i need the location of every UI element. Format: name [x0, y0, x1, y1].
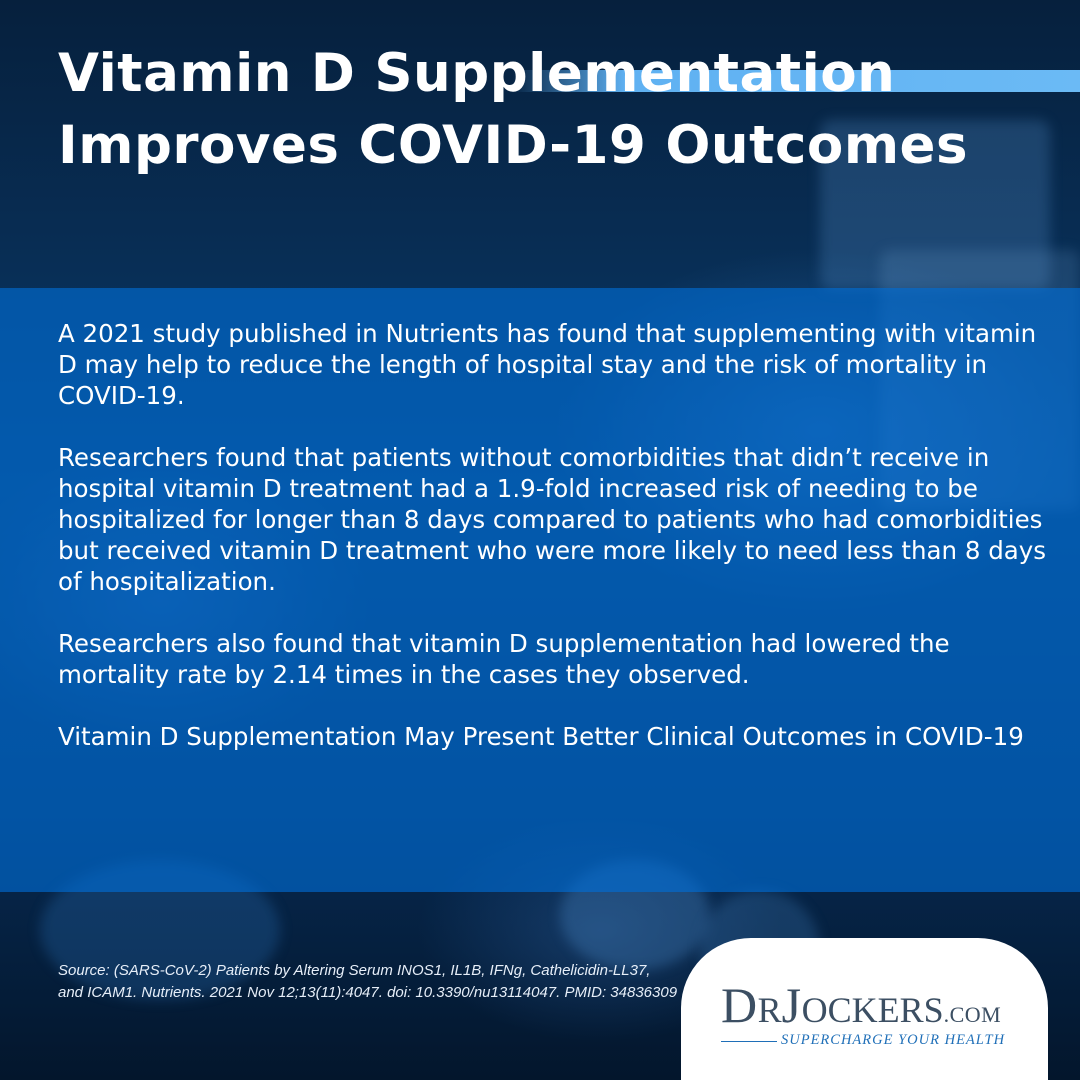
page-title: Vitamin D Supplementation Improves COVID… — [58, 43, 969, 176]
logo-card: DRJOCKERS.COM SUPERCHARGE YOUR HEALTH — [681, 938, 1048, 1080]
content-panel — [0, 288, 1080, 892]
logo-letter: R — [757, 990, 782, 1030]
paragraph: Researchers also found that vitamin D su… — [58, 629, 950, 689]
logo-letter: J — [781, 977, 802, 1033]
tagline-rule — [721, 1041, 777, 1042]
title-accent-bar — [512, 70, 1080, 92]
source-citation: Source: (SARS-CoV-2) Patients by Alterin… — [58, 962, 678, 1001]
logo-letter: D — [721, 977, 758, 1033]
paragraph: Vitamin D Supplementation May Present Be… — [58, 722, 1024, 751]
drjockers-logo: DRJOCKERS.COM — [721, 980, 1001, 1031]
background-vitamin-box-shape — [820, 120, 1050, 290]
paragraph: A 2021 study published in Nutrients has … — [58, 319, 1037, 410]
paragraph: Researchers found that patients without … — [58, 443, 1047, 596]
logo-tagline: SUPERCHARGE YOUR HEALTH — [781, 1032, 1006, 1048]
logo-letters: OCKERS — [801, 990, 944, 1030]
body-text: A 2021 study published in Nutrients has … — [58, 318, 1048, 752]
logo-dotcom: .COM — [943, 1002, 1002, 1027]
